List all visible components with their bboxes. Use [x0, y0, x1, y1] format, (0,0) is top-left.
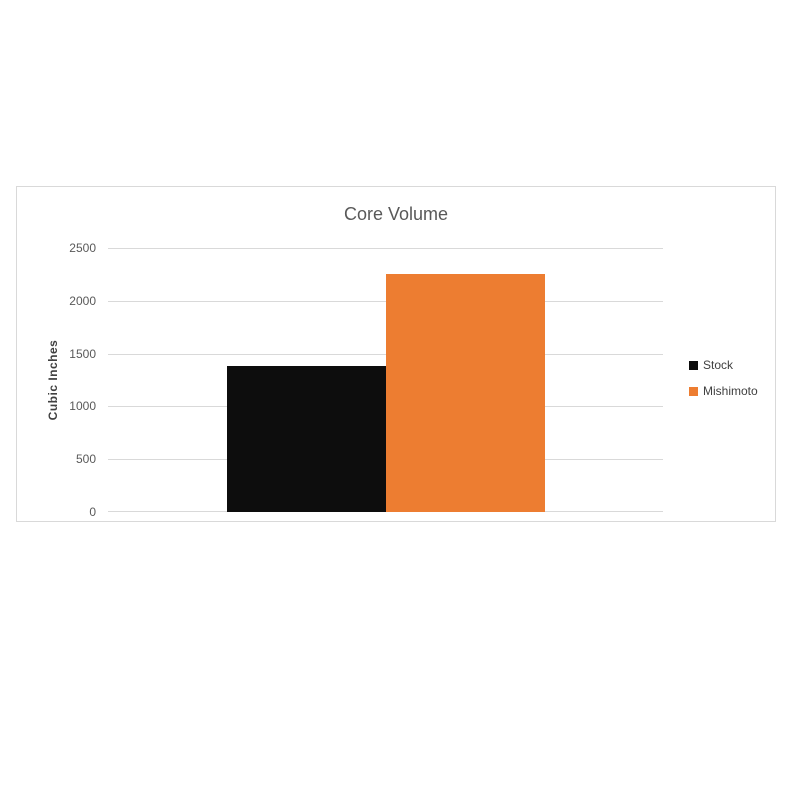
legend-swatch-icon	[689, 387, 698, 396]
gridline	[108, 248, 663, 249]
legend-label: Stock	[703, 358, 734, 372]
y-tick-label: 500	[75, 452, 96, 467]
y-tick-label: 2000	[69, 293, 96, 308]
legend-item-mishimoto: Mishimoto	[689, 385, 758, 398]
bar-stock	[226, 366, 386, 512]
legend: Stock Mishimoto	[689, 359, 758, 398]
y-tick-label: 0	[89, 505, 96, 519]
chart-title: Core Volume	[343, 204, 449, 224]
y-tick-label: 1000	[69, 399, 96, 414]
legend-item-stock: Stock	[689, 359, 758, 372]
chart-panel: Core Volume Cubic Inches 0 500 1000 1500 200…	[16, 186, 776, 522]
y-tick-label: 2500	[69, 241, 96, 255]
bar-mishimoto	[385, 274, 545, 512]
y-tick-label: 1500	[69, 346, 96, 361]
legend-label: Mishimoto	[703, 384, 758, 398]
y-axis: 0 500 1000 1500 2000 2500	[17, 241, 96, 519]
legend-swatch-icon	[689, 361, 698, 370]
plot-area	[108, 248, 663, 512]
bars-group	[108, 248, 663, 512]
